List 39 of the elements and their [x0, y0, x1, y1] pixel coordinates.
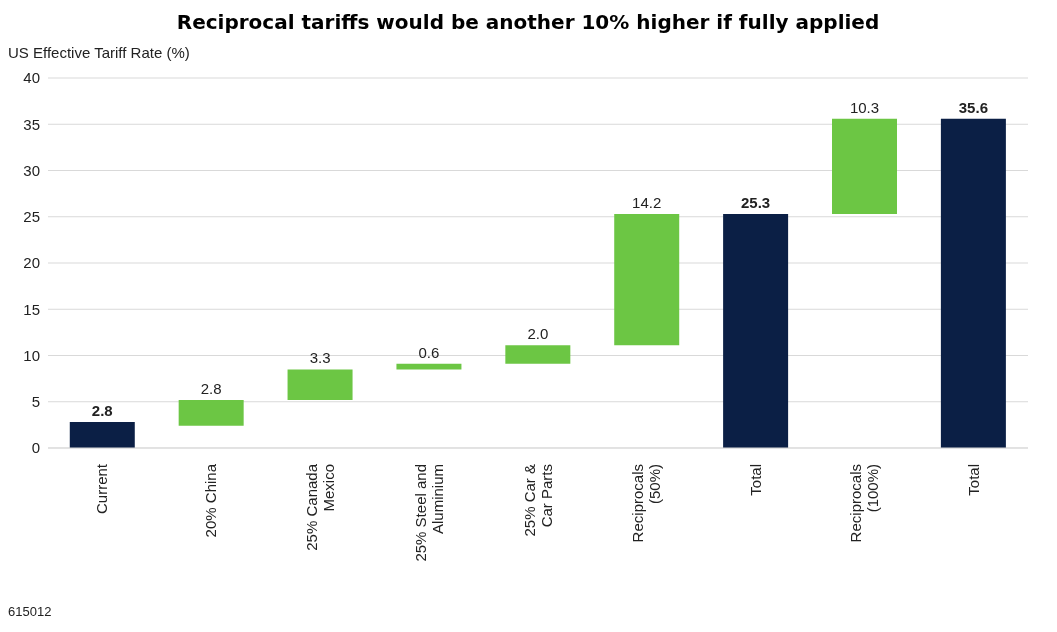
bar [396, 363, 462, 370]
chart-title: Reciprocal tariffs would be another 10% higher if fully applied [175, 10, 881, 34]
y-tick-label: 5 [31, 393, 40, 411]
x-tick-label: Total [746, 464, 764, 496]
data-label: 0.6 [418, 343, 440, 361]
bar [832, 118, 897, 214]
bar [723, 213, 789, 448]
y-tick-label: 30 [23, 161, 40, 179]
x-tick-label: 25% Steel and Aluminium [411, 464, 446, 562]
data-label: 10.3 [849, 98, 880, 116]
x-tick-label: 25% Canada Mexico [302, 463, 337, 551]
bar [940, 118, 1006, 448]
y-tick-label: 15 [23, 300, 40, 318]
data-label: 3.3 [309, 349, 331, 367]
y-axis-title: US Effective Tariff Rate (%) [8, 44, 190, 61]
x-tick-label: Reciprocals (100%) [847, 464, 882, 543]
x-tick-label: Total [964, 464, 982, 496]
data-label: 25.3 [741, 193, 771, 211]
y-tick-label: 35 [23, 115, 40, 133]
data-label: 14.2 [632, 193, 662, 211]
y-tick-label: 10 [23, 346, 40, 364]
y-tick-label: 0 [31, 439, 40, 457]
text: 615012 [8, 604, 52, 619]
y-tick-label: 25 [23, 208, 40, 226]
data-label: 2.8 [91, 402, 113, 420]
x-tick-label: Reciprocals (50%) [629, 464, 664, 543]
bar [505, 345, 571, 364]
y-tick-label: 40 [23, 69, 40, 87]
x-tick-label: Current [93, 463, 111, 515]
bar [614, 213, 680, 346]
bar [287, 369, 353, 400]
y-tick-label: 20 [23, 254, 40, 272]
x-tick-label: 20% China [202, 463, 220, 538]
data-label: 2.0 [527, 325, 549, 343]
bar [69, 422, 135, 448]
data-label: 35.6 [958, 98, 988, 116]
bar [178, 399, 244, 426]
data-label: 2.8 [200, 379, 222, 397]
x-tick-label: 25% Car & Car Parts [520, 464, 555, 537]
